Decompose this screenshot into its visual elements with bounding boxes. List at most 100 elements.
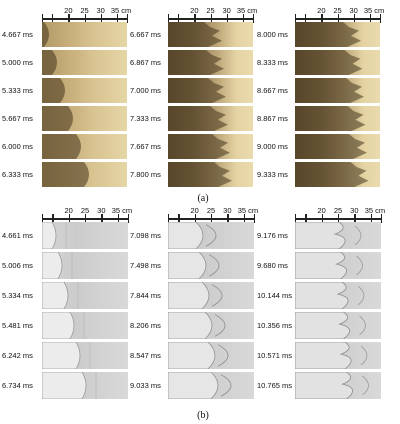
scale-tick	[68, 214, 70, 223]
time-label: 8.667 ms	[257, 85, 288, 95]
shadowgraph-frame	[168, 50, 253, 75]
shadowgraph-image	[295, 162, 369, 187]
simulation-image	[295, 342, 368, 369]
length-scale: 20 25 30 35 cm	[295, 6, 384, 26]
simulation-image	[42, 342, 91, 369]
interface-contour	[42, 342, 81, 369]
simulation-image	[168, 222, 217, 249]
scale-tick	[338, 214, 340, 223]
shadowgraph-image	[168, 22, 222, 47]
panel-a: 20 25 30 35 cm 4.667 ms 5.000 ms 5.333 ms 5.667…	[0, 0, 400, 205]
scale-tick-label: 30	[96, 6, 105, 15]
scale-tick-label: 30	[223, 206, 232, 215]
scale-tick	[369, 14, 371, 23]
scale-tick-label: 30	[349, 6, 358, 15]
scale-tick	[353, 14, 355, 23]
scale-tick	[42, 214, 44, 223]
scale-tick	[127, 14, 129, 23]
scale-tick	[178, 214, 180, 223]
simulation-frame	[295, 252, 381, 279]
time-label: 9.000 ms	[257, 141, 288, 151]
simulation-image	[42, 372, 97, 399]
image-column: 20 25 30 35 cm 9.176 ms 9.680 ms 10.144 ms 10.3…	[0, 206, 400, 410]
simulation-image	[168, 372, 232, 399]
simulation-image	[42, 282, 79, 309]
bubble-front	[42, 22, 49, 47]
simulation-frame	[42, 252, 128, 279]
scale-tick	[354, 214, 356, 223]
scale-tick	[370, 214, 372, 223]
interface-contour	[362, 375, 369, 396]
interface-contour	[360, 345, 368, 366]
shadowgraph-image	[42, 134, 81, 159]
shadowgraph-frame	[168, 162, 253, 187]
time-label: 6.000 ms	[2, 141, 33, 151]
interface-contour	[354, 225, 362, 246]
shadowgraph-frame	[168, 22, 253, 47]
shadowgraph-frame	[168, 134, 253, 159]
length-scale: 20 25 30 35 cm	[42, 206, 132, 226]
scale-tick	[381, 214, 383, 223]
simulation-image	[295, 222, 362, 249]
scale-tick	[42, 14, 44, 23]
bubble-front	[42, 162, 89, 187]
scale-tick-label: 35 cm	[237, 206, 259, 215]
interface-contour	[42, 282, 69, 309]
scale-tick	[100, 14, 102, 23]
simulation-frame	[168, 312, 254, 339]
scale-tick	[210, 14, 212, 23]
interface-contour	[357, 285, 365, 306]
time-label: 7.498 ms	[130, 260, 161, 270]
interface-contour	[295, 222, 346, 249]
shadowgraph-image	[295, 106, 366, 131]
time-label: 10.144 ms	[257, 290, 293, 300]
simulation-frame	[42, 282, 128, 309]
time-label: 6.242 ms	[2, 350, 33, 360]
simulation-frame	[168, 372, 254, 399]
scale-tick	[337, 14, 339, 23]
interface-contour	[168, 252, 207, 279]
time-label: 8.206 ms	[130, 320, 161, 330]
time-label: 4.661 ms	[2, 230, 33, 240]
time-label: 10.571 ms	[257, 350, 293, 360]
scale-tick-label: 20	[317, 206, 326, 215]
time-label: 9.333 ms	[257, 169, 288, 179]
image-column: 20 25 30 35 cm 8.000 ms 8.333 ms 8.667 ms 8.867…	[0, 0, 400, 200]
image-column: 20 25 30 35 cm 4.667 ms 5.000 ms 5.333 ms 5.667…	[0, 0, 400, 200]
shadowgraph-image	[42, 162, 89, 187]
scale-tick	[52, 14, 54, 23]
time-label: 7.000 ms	[130, 85, 161, 95]
interface-contour	[356, 255, 363, 276]
interface-contour	[217, 344, 229, 367]
bubble-front	[42, 78, 65, 103]
scale-tick	[305, 14, 307, 23]
time-label: 5.667 ms	[2, 113, 33, 123]
scale-tick	[168, 14, 170, 23]
scale-tick-label: 20	[317, 6, 326, 15]
simulation-frame	[168, 282, 254, 309]
interface-contour	[42, 222, 57, 249]
scale-tick-label: 35 cm	[236, 6, 258, 15]
length-scale: 20 25 30 35 cm	[168, 206, 258, 226]
shadowgraph-frame	[42, 134, 127, 159]
time-label: 8.867 ms	[257, 113, 288, 123]
scale-tick-label: 25	[80, 6, 89, 15]
scale-tick-label: 30	[222, 6, 231, 15]
shadowgraph-image	[168, 162, 232, 187]
simulation-image	[295, 282, 365, 309]
scale-tick	[242, 14, 244, 23]
interface-contour	[205, 224, 217, 247]
bubble-front	[295, 22, 361, 47]
simulation-image	[295, 372, 369, 399]
time-label: 5.333 ms	[2, 85, 33, 95]
bubble-front	[42, 50, 57, 75]
scale-tick	[380, 14, 382, 23]
bubble-front	[168, 22, 222, 47]
scale-tick	[226, 14, 228, 23]
shadowgraph-frame	[42, 162, 127, 187]
shadowgraph-image	[168, 106, 228, 131]
interface-contour	[295, 312, 350, 339]
time-label: 7.098 ms	[130, 230, 161, 240]
shadowgraph-image	[295, 78, 364, 103]
time-label: 9.680 ms	[257, 260, 288, 270]
